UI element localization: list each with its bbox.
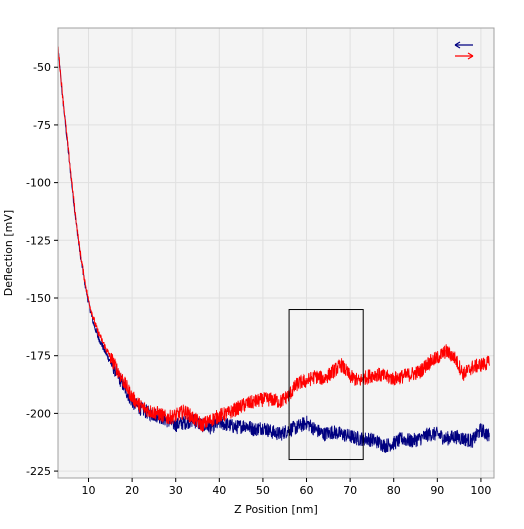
y-tick-label: -200 <box>26 407 51 420</box>
x-tick-label: 70 <box>343 484 357 497</box>
x-tick-label: 20 <box>125 484 139 497</box>
y-tick-label: -100 <box>26 177 51 190</box>
series-lines <box>57 46 490 453</box>
y-tick-label: -225 <box>26 465 51 478</box>
annotation-box <box>288 309 364 461</box>
plot-background <box>58 28 494 478</box>
x-tick-label: 10 <box>82 484 96 497</box>
y-axis-label: Deflection [mV] <box>2 210 15 296</box>
y-tick-label: -75 <box>33 119 51 132</box>
legend <box>454 41 474 60</box>
legend-arrow-left-icon <box>454 41 461 49</box>
x-tick-label: 80 <box>387 484 401 497</box>
grid-lines <box>58 28 494 478</box>
y-tick-label: -175 <box>26 350 51 363</box>
x-tick-label: 60 <box>300 484 314 497</box>
x-axis-label: Z Position [nm] <box>234 503 318 516</box>
y-tick-label: -50 <box>33 61 51 74</box>
x-tick-label: 30 <box>169 484 183 497</box>
x-tick-label: 100 <box>470 484 491 497</box>
plot-frame <box>57 27 495 479</box>
y-tick-label: -150 <box>26 292 51 305</box>
axis-ticks: 10 20 30 40 50 60 70 80 90 100 -50 -75 -100 -125 -150 -… <box>26 61 491 497</box>
x-tick-label: 50 <box>256 484 270 497</box>
series-line-approach <box>57 46 490 432</box>
legend-arrow-right-icon <box>467 52 474 60</box>
y-tick-label: -125 <box>26 234 51 247</box>
x-tick-label: 40 <box>212 484 226 497</box>
x-tick-label: 90 <box>430 484 444 497</box>
